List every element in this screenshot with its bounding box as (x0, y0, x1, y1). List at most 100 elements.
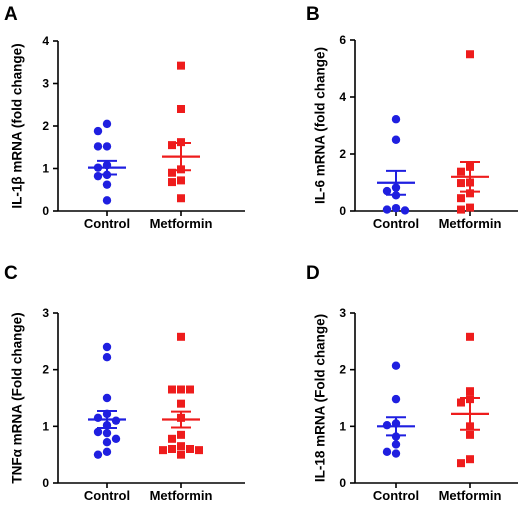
y-tick-label: 6 (339, 33, 346, 47)
data-point (168, 178, 176, 187)
data-point (457, 179, 465, 188)
data-point (168, 168, 176, 177)
data-point (457, 459, 465, 468)
data-point (111, 416, 121, 425)
series-control (88, 342, 126, 459)
y-tick-label: 2 (42, 363, 49, 377)
data-point (177, 442, 185, 451)
data-point (168, 445, 176, 453)
category-label-control: Control (84, 488, 130, 503)
data-point (466, 430, 474, 439)
data-point (466, 50, 474, 59)
category-label-metformin: Metformin (150, 216, 213, 231)
data-point (102, 438, 112, 447)
data-point (391, 361, 401, 370)
data-point (177, 194, 185, 203)
panel-d: D IL-18 mRNA (Fold change) 0 1 2 3 Control Metf… (306, 263, 518, 503)
data-point (102, 353, 112, 362)
data-point (177, 176, 185, 185)
y-axis-title: IL-18 mRNA (Fold change) (313, 314, 328, 482)
series-metformin (451, 332, 489, 468)
data-point (466, 203, 474, 212)
data-point (102, 428, 112, 438)
category-label-control: Control (84, 216, 130, 231)
data-point (466, 332, 474, 341)
data-point (177, 450, 185, 459)
data-point (466, 189, 474, 198)
category-label-control: Control (373, 216, 419, 231)
y-tick-label: 3 (42, 306, 49, 320)
y-axis-title: IL-6 mRNA (fold change) (313, 47, 328, 204)
series-control (88, 119, 126, 205)
data-point (186, 385, 194, 394)
y-tick-label: 0 (339, 204, 346, 218)
y-tick-label: 1 (339, 419, 346, 433)
data-point (102, 119, 112, 129)
data-point (168, 141, 176, 150)
y-axis-title: IL-1β mRNA (fold change) (10, 43, 25, 208)
data-point (168, 385, 176, 394)
panel-letter: D (306, 263, 320, 284)
data-point (400, 206, 410, 215)
panel-b: B IL-6 mRNA (fold change) 0 2 4 6 Control Metfo… (306, 4, 518, 231)
panel-letter: B (306, 4, 320, 25)
data-point (159, 446, 167, 455)
data-point (93, 427, 103, 437)
y-tick-label: 1 (42, 162, 49, 176)
data-point (382, 186, 392, 196)
series-metformin (159, 332, 203, 459)
data-point (391, 449, 401, 458)
series-metformin (162, 61, 200, 203)
category-label-metformin: Metformin (439, 488, 502, 503)
data-point (391, 115, 401, 124)
data-point (93, 450, 103, 459)
y-tick-label: 0 (339, 476, 346, 490)
data-point (177, 61, 185, 70)
data-point (168, 434, 176, 443)
y-tick-label: 3 (339, 306, 346, 320)
data-point (93, 142, 103, 151)
category-label-control: Control (373, 488, 419, 503)
series-control (377, 361, 415, 458)
y-tick-label: 4 (42, 34, 49, 48)
data-point (177, 105, 185, 113)
data-point (466, 387, 474, 396)
data-point (177, 399, 185, 408)
panel-letter: A (4, 4, 18, 25)
data-point (186, 445, 194, 453)
series-metformin (451, 50, 489, 214)
data-point (391, 440, 401, 449)
y-tick-label: 0 (42, 476, 49, 490)
panel-a: A IL-1β mRNA (fold change) 0 1 2 3 4 Control Met… (4, 4, 245, 231)
category-label-metformin: Metformin (439, 216, 502, 231)
data-point (457, 205, 465, 214)
data-point (177, 430, 185, 439)
data-point (102, 180, 112, 189)
y-axis-title: TNFα mRNA (Fold change) (10, 312, 25, 483)
data-point (177, 332, 185, 341)
y-tick-label: 3 (42, 77, 49, 91)
panel-letter: C (4, 263, 18, 284)
y-tick-label: 2 (339, 363, 346, 377)
panel-c: C TNFα mRNA (Fold change) 0 1 2 3 Control Metfo… (4, 263, 245, 503)
y-tick-label: 0 (42, 204, 49, 218)
data-point (195, 446, 203, 455)
y-tick-label: 2 (42, 119, 49, 133)
data-point (102, 142, 112, 151)
data-point (102, 196, 112, 205)
data-point (457, 167, 465, 176)
series-control (377, 115, 415, 215)
data-point (102, 342, 112, 352)
data-point (457, 398, 465, 407)
y-tick-label: 2 (339, 147, 346, 161)
data-point (466, 455, 474, 464)
data-point (457, 194, 465, 203)
data-point (93, 171, 103, 181)
y-tick-label: 4 (339, 90, 346, 104)
data-point (93, 413, 103, 423)
data-point (391, 135, 401, 144)
data-point (111, 434, 121, 443)
data-point (102, 393, 112, 403)
y-tick-label: 1 (42, 419, 49, 433)
